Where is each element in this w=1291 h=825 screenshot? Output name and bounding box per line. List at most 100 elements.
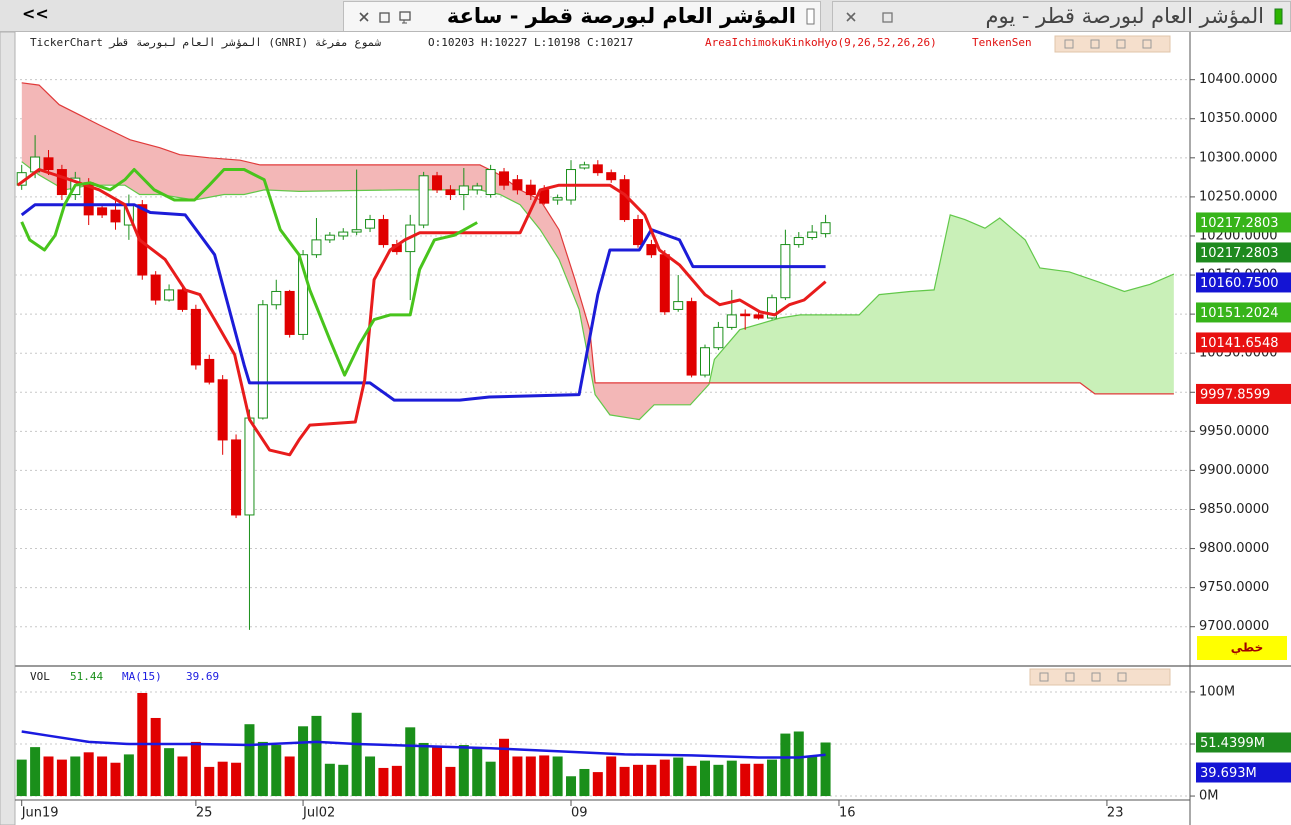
- volume-bar: [753, 763, 764, 797]
- tab-title[interactable]: المؤشر العام لبورصة قطر - يوم: [985, 4, 1265, 28]
- volume-bar: [512, 756, 523, 797]
- volume-bar: [43, 756, 54, 797]
- pane-control-icon: [1091, 672, 1101, 682]
- indicator-name: TenkenSen: [972, 36, 1032, 49]
- last-value-label: 10141.6548: [1200, 336, 1279, 351]
- volume-bar: [298, 726, 309, 797]
- candle-body: [43, 157, 54, 171]
- volume-bar: [780, 733, 791, 797]
- last-value-box: [1196, 272, 1291, 293]
- volume-bar: [164, 748, 175, 797]
- candle-body: [56, 169, 67, 196]
- x-tick-label: 09: [571, 806, 588, 821]
- cloud-edge: [21, 161, 1175, 421]
- volume-bar: [485, 761, 496, 797]
- candle-body: [659, 254, 670, 313]
- volume-bar: [686, 765, 697, 797]
- candle-body: [753, 314, 764, 319]
- volume-bar: [579, 768, 590, 797]
- y-tick-label: 9850.0000: [1199, 502, 1269, 517]
- candle-body: [539, 189, 550, 204]
- volume-bar: [257, 741, 268, 797]
- candle-body: [351, 229, 362, 233]
- volume-bar: [659, 759, 670, 797]
- volume-bar: [472, 748, 483, 797]
- chart-style-label[interactable]: خطي: [1231, 641, 1263, 655]
- volume-bar: [606, 756, 617, 797]
- candle-body: [244, 417, 255, 516]
- candle-body: [137, 204, 148, 276]
- candle-body: [592, 164, 603, 174]
- indicator-line: [20, 203, 826, 402]
- volume-bar: [552, 756, 563, 797]
- ohlc-text: O:10203 H:10227 L:10198 C:10217: [428, 36, 633, 49]
- last-value-box: [1196, 762, 1291, 783]
- volume-bar: [56, 759, 67, 797]
- candle-body: [472, 185, 483, 191]
- volume-bar: [123, 754, 134, 797]
- candle-body: [646, 244, 657, 256]
- tab-icon: [1274, 8, 1283, 25]
- tab-icons[interactable]: [358, 10, 418, 24]
- pane-control-icon: [1065, 672, 1075, 682]
- back-button[interactable]: <<: [22, 4, 49, 23]
- candle-body: [445, 189, 456, 196]
- volume-bar: [311, 715, 322, 797]
- y-tick-label: 100M: [1199, 684, 1235, 699]
- volume-bar: [740, 763, 751, 797]
- volume-bar: [566, 776, 577, 797]
- volume-bar: [673, 757, 684, 797]
- volume-value: 51.44: [70, 670, 103, 683]
- y-tick-label: 9700.0000: [1199, 619, 1269, 634]
- candle-body: [579, 164, 590, 169]
- pane-control-icon: [1039, 672, 1049, 682]
- volume-bar: [365, 756, 376, 797]
- candle-body: [257, 304, 268, 419]
- tab-bar: << المؤشر العام لبورصة قطر - ساعة المؤشر…: [0, 0, 1291, 32]
- candle-body: [204, 358, 215, 383]
- volume-bar: [592, 772, 603, 797]
- candle-body: [458, 185, 469, 196]
- x-tick-label: 23: [1107, 806, 1124, 821]
- candle-body: [190, 308, 201, 366]
- last-value-label: 10217.2803: [1200, 246, 1279, 261]
- candle-body: [699, 347, 710, 376]
- volume-bar: [271, 745, 282, 797]
- candle-body: [298, 254, 309, 335]
- x-tick-label: 25: [196, 806, 213, 821]
- volume-title: VOL: [30, 670, 50, 683]
- tab-icons[interactable]: [845, 10, 905, 24]
- candle-body: [338, 231, 349, 237]
- x-tick-label: Jun19: [21, 806, 59, 821]
- chart-style-box[interactable]: [1197, 636, 1287, 660]
- candle-body: [110, 209, 121, 223]
- last-value-box: [1196, 212, 1291, 233]
- candle-body: [97, 207, 108, 216]
- volume-bar: [646, 764, 657, 797]
- pane-control-icon: [1117, 672, 1127, 682]
- volume-bar: [231, 762, 242, 797]
- tab-title[interactable]: المؤشر العام لبورصة قطر - ساعة: [446, 4, 796, 28]
- tab-inactive[interactable]: المؤشر العام لبورصة قطر - يوم: [832, 1, 1291, 31]
- candle-body: [780, 244, 791, 299]
- volume-bar: [177, 756, 188, 797]
- pane-control-icon: [1090, 39, 1100, 49]
- y-tick-label: 9750.0000: [1199, 580, 1269, 595]
- candle-body: [807, 231, 818, 239]
- candle-body: [713, 326, 724, 349]
- left-strip: [0, 31, 16, 825]
- volume-bar: [378, 767, 389, 797]
- tab-active[interactable]: المؤشر العام لبورصة قطر - ساعة: [343, 1, 821, 31]
- candle-body: [271, 290, 282, 306]
- y-tick-label: 10400.0000: [1199, 72, 1278, 87]
- last-value-box: [1196, 302, 1291, 323]
- volume-bar: [458, 745, 469, 797]
- volume-bar: [418, 742, 429, 797]
- volume-bar: [807, 756, 818, 797]
- volume-bar: [713, 764, 724, 797]
- indicator-line: [16, 168, 827, 457]
- candle-body: [311, 239, 322, 256]
- last-value-label: 10217.2803: [1200, 216, 1279, 231]
- volume-bar: [619, 766, 630, 797]
- volume-bar: [110, 762, 121, 797]
